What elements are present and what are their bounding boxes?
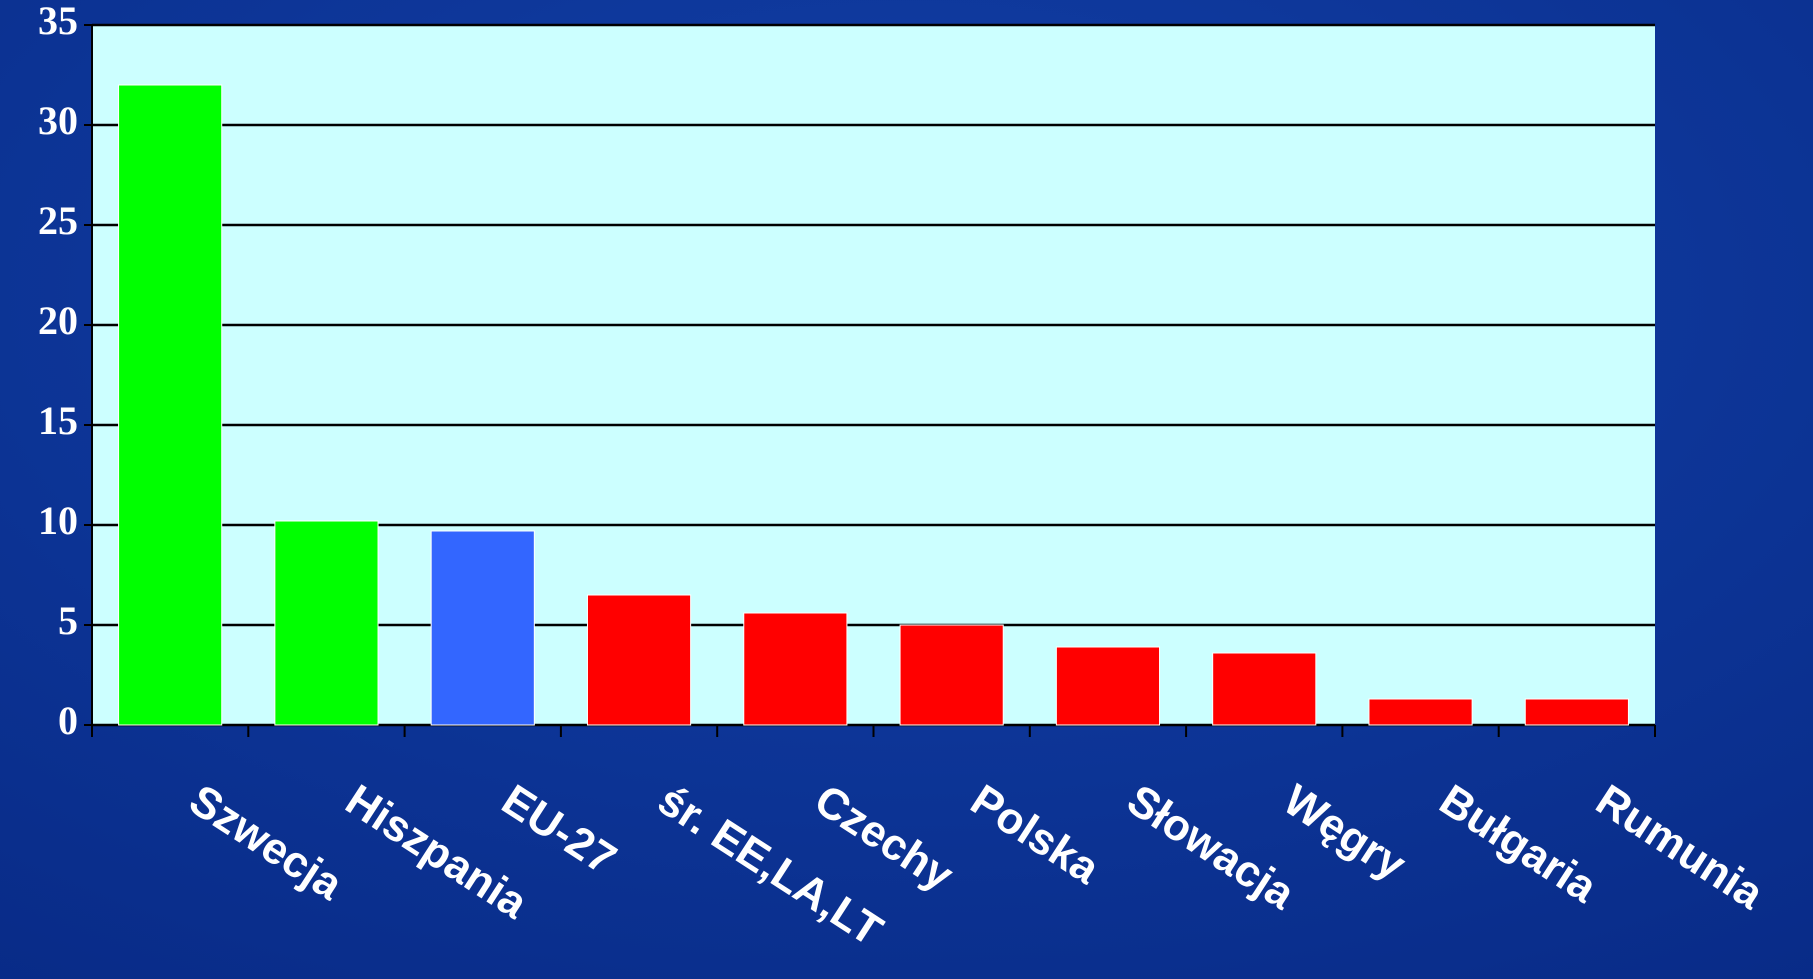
bar <box>586 594 692 726</box>
bar <box>1368 698 1473 726</box>
y-tick-label: 5 <box>58 598 78 643</box>
bar <box>743 612 848 726</box>
y-tick-label: 0 <box>58 698 78 743</box>
y-tick-label: 10 <box>38 498 78 543</box>
y-tick-label: 30 <box>38 98 78 143</box>
bar <box>274 520 379 726</box>
bar <box>899 624 1004 726</box>
bar <box>1212 652 1317 726</box>
y-tick-label: 35 <box>38 0 78 43</box>
bar <box>118 84 223 726</box>
bar <box>1524 698 1629 726</box>
bar <box>430 530 535 726</box>
y-tick-label: 20 <box>38 298 78 343</box>
y-tick-label: 15 <box>38 398 78 443</box>
bar <box>1055 646 1161 726</box>
y-tick-label: 25 <box>38 198 78 243</box>
